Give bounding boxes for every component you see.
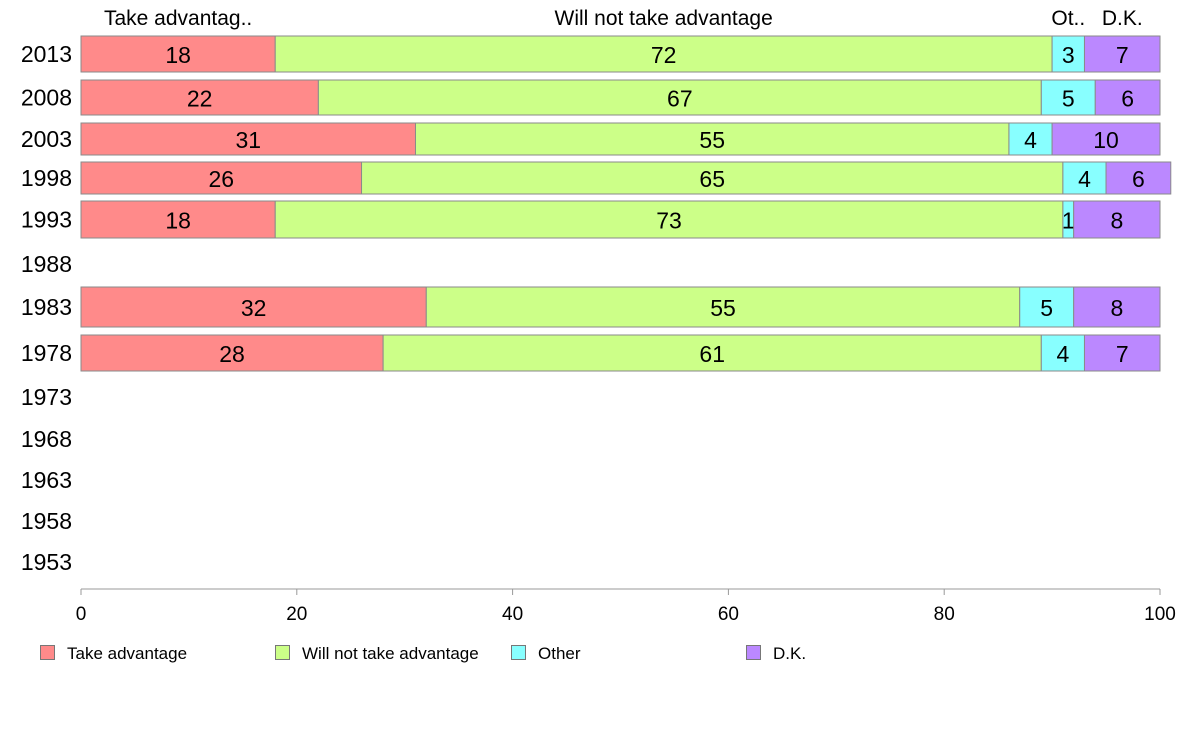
category-label-1973: 1973	[21, 384, 72, 410]
bar-segment-1983-2	[1019, 286, 1075, 328]
bar-segment-1998-1	[361, 161, 1064, 195]
legend-label-0: Take advantage	[67, 644, 188, 663]
bar-segment-2008-1	[317, 79, 1042, 116]
bar-segment-1998-0	[80, 161, 363, 195]
data-label-2003-2: 4	[1024, 127, 1037, 153]
bar-segment-2003-0	[80, 122, 416, 156]
data-label-2003-3: 10	[1093, 127, 1119, 153]
bar-segment-1993-3	[1073, 200, 1161, 239]
category-label-1953: 1953	[21, 549, 72, 575]
data-label-2008-3: 6	[1121, 86, 1134, 112]
bar-segment-2013-1	[274, 35, 1053, 73]
bar-segment-2003-1	[414, 122, 1010, 156]
category-label-1968: 1968	[21, 426, 72, 452]
legend-label-2: Other	[538, 644, 581, 663]
category-label-2013: 2013	[21, 41, 72, 67]
bar-segment-1993-1	[274, 200, 1064, 239]
data-label-1998-1: 65	[699, 166, 725, 192]
legend-swatch-3	[746, 645, 761, 660]
category-label-1998: 1998	[21, 165, 72, 191]
bar-segment-1978-1	[382, 334, 1042, 372]
x-tick-label-100: 100	[1144, 604, 1176, 625]
data-label-2013-0: 18	[165, 42, 191, 68]
data-label-1978-3: 7	[1116, 341, 1129, 367]
column-header-0: Take advantag..	[104, 7, 252, 30]
data-label-1998-2: 4	[1078, 166, 1091, 192]
data-label-1998-0: 26	[208, 166, 234, 192]
data-label-1993-3: 8	[1110, 208, 1123, 234]
data-label-2013-1: 72	[651, 42, 677, 68]
data-label-1983-1: 55	[710, 295, 736, 321]
legend-label-3: D.K.	[773, 644, 807, 663]
legend-label-1: Will not take advantage	[302, 644, 479, 663]
category-label-1988: 1988	[21, 251, 72, 277]
category-label-1978: 1978	[21, 340, 72, 366]
data-label-2008-1: 67	[667, 86, 693, 112]
bar-segment-2013-0	[80, 35, 276, 73]
x-tick-label-0: 0	[76, 604, 87, 625]
legend-item-3: D.K.	[746, 644, 806, 664]
category-label-1963: 1963	[21, 467, 72, 493]
data-label-2003-0: 31	[235, 127, 261, 153]
data-label-1978-0: 28	[219, 341, 245, 367]
bar-segment-2013-2	[1051, 35, 1085, 73]
data-label-1993-1: 73	[656, 208, 682, 234]
bar-segment-1993-0	[80, 200, 276, 239]
category-label-1983: 1983	[21, 294, 72, 320]
legend-item-1: Will not take advantage	[275, 644, 479, 664]
data-label-2013-2: 3	[1062, 42, 1075, 68]
bar-segment-2003-3	[1051, 122, 1161, 156]
legend: Take advantage Will not take advantage Oth…	[0, 640, 1188, 670]
category-label-2008: 2008	[21, 85, 72, 111]
bar-segment-1998-3	[1105, 161, 1172, 195]
stacked-bar-chart: Take advantag.. Will not take advantage Ot…	[21, 7, 1176, 625]
data-label-2008-2: 5	[1062, 86, 1075, 112]
legend-swatch-1	[275, 645, 290, 660]
bar-segment-2013-3	[1083, 35, 1161, 73]
data-label-2008-0: 22	[187, 86, 213, 112]
column-header-1: Will not take advantage	[555, 7, 773, 30]
category-label-1958: 1958	[21, 508, 72, 534]
legend-swatch-2	[511, 645, 526, 660]
data-label-1983-3: 8	[1110, 295, 1123, 321]
data-label-1978-1: 61	[699, 341, 725, 367]
data-label-1978-2: 4	[1056, 341, 1069, 367]
bar-segment-1983-3	[1073, 286, 1161, 328]
category-label-2003: 2003	[21, 126, 72, 152]
category-label-1993: 1993	[21, 207, 72, 233]
x-tick-label-80: 80	[934, 604, 955, 625]
legend-swatch-0	[40, 645, 55, 660]
bar-segment-2008-2	[1040, 79, 1096, 116]
bar-segment-2008-0	[80, 79, 319, 116]
data-label-1998-3: 6	[1132, 166, 1145, 192]
x-tick-label-40: 40	[502, 604, 523, 625]
data-label-1983-0: 32	[241, 295, 267, 321]
legend-item-0: Take advantage	[40, 644, 187, 664]
data-label-1993-0: 18	[165, 208, 191, 234]
column-header-2: Ot..	[1051, 7, 1085, 30]
legend-item-2: Other	[511, 644, 581, 664]
bar-segment-1978-3	[1083, 334, 1161, 372]
bar-segment-1978-0	[80, 334, 384, 372]
data-label-1983-2: 5	[1040, 295, 1053, 321]
data-label-1993-2: 1	[1062, 208, 1075, 234]
x-tick-label-60: 60	[718, 604, 739, 625]
data-label-2003-1: 55	[699, 127, 725, 153]
column-header-3: D.K.	[1102, 7, 1143, 30]
bar-segment-2008-3	[1094, 79, 1161, 116]
x-tick-label-20: 20	[286, 604, 307, 625]
data-label-2013-3: 7	[1116, 42, 1129, 68]
